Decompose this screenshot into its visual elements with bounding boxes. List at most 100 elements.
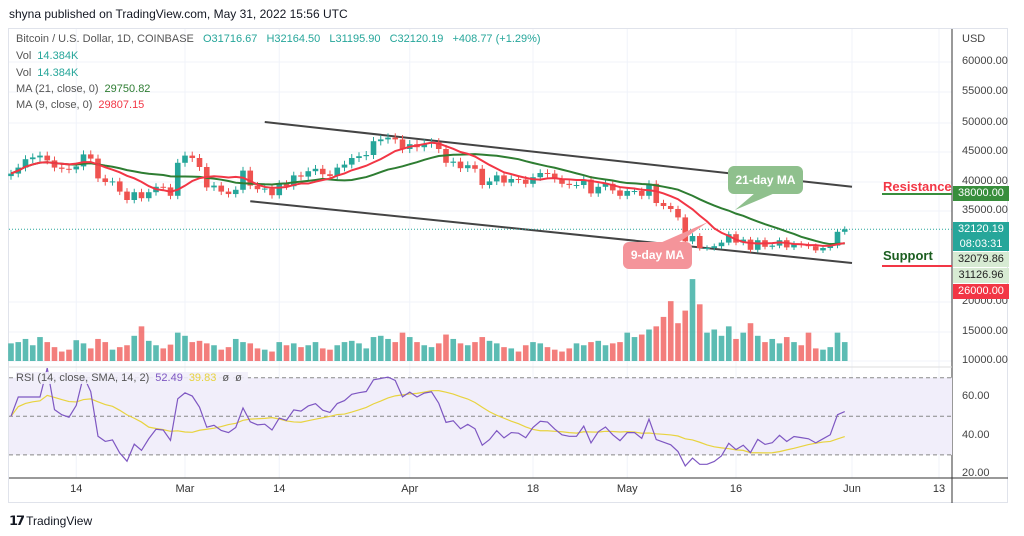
- volume-bar: [827, 347, 834, 361]
- volume-bar: [66, 349, 72, 361]
- candle-body: [145, 192, 152, 199]
- volume-bar: [754, 335, 761, 361]
- volume-bar: [667, 301, 674, 361]
- candle-body: [812, 246, 819, 251]
- volume-bar: [261, 349, 268, 361]
- volume-bar: [283, 345, 290, 361]
- volume-bar: [428, 347, 435, 361]
- ma21-price-label: 31126.96: [953, 268, 1009, 283]
- legend-ma21-row[interactable]: MA (21, close, 0) 29750.82: [16, 83, 156, 95]
- candle-body: [225, 191, 232, 195]
- candle-body: [551, 173, 558, 179]
- volume-bar: [682, 310, 689, 361]
- candle-body: [841, 229, 848, 232]
- candle-body: [334, 167, 341, 176]
- channel-lower-line: [250, 200, 853, 264]
- volume-bar: [783, 337, 790, 361]
- price-tick: 15000.00: [962, 325, 1008, 337]
- symbol-name[interactable]: Bitcoin / U.S. Dollar, 1D, COINBASE: [16, 33, 194, 45]
- candle-body: [530, 177, 536, 184]
- volume-bar: [834, 332, 841, 361]
- volume-bar: [145, 340, 152, 361]
- volume-bar: [160, 348, 167, 361]
- rsi-extra-1: ø: [222, 372, 230, 384]
- volume-bar: [812, 348, 819, 361]
- vol-value: 14.384K: [37, 50, 79, 62]
- ma9-value: 29807.15: [98, 99, 145, 111]
- legend-vol-row-2[interactable]: Vol 14.384K: [16, 67, 84, 79]
- candle-body: [653, 183, 660, 203]
- candle-body: [80, 154, 87, 167]
- ma21-callout-pointer: [735, 193, 775, 210]
- legend-ma9-row[interactable]: MA (9, close, 0) 29807.15: [16, 99, 150, 111]
- time-tick: Jun: [843, 483, 861, 495]
- candle-body: [689, 236, 696, 242]
- volume-bar: [15, 342, 22, 361]
- candle-body: [595, 186, 602, 194]
- time-tick: 14: [70, 483, 83, 495]
- volume-bar: [276, 342, 283, 361]
- candle-body: [624, 191, 631, 196]
- tradingview-logo[interactable]: 𝟭𝟳 TradingView: [9, 513, 92, 529]
- candle-body: [182, 155, 188, 163]
- candle-body: [22, 159, 29, 168]
- volume-bar: [747, 323, 754, 361]
- volume-bar: [138, 326, 145, 361]
- volume-bar: [174, 332, 181, 361]
- volume-bar: [580, 345, 587, 361]
- legend-vol-row[interactable]: Vol 14.384K: [16, 50, 84, 62]
- candle-body: [254, 185, 261, 190]
- candle-body: [116, 181, 123, 192]
- support-annotation: Support: [883, 248, 933, 263]
- volume-bar: [624, 332, 631, 361]
- time-tick: May: [616, 483, 638, 495]
- volume-bar: [573, 343, 580, 361]
- volume-bar: [153, 345, 159, 361]
- candle-body: [240, 170, 246, 190]
- resistance-price-label: 38000.00: [953, 186, 1009, 201]
- candle-body: [501, 175, 507, 183]
- volume-bar: [660, 316, 667, 361]
- volume-bar: [392, 342, 399, 361]
- legend-rsi-row[interactable]: RSI (14, close, SMA, 14, 2) 52.49 39.83 ø ø: [16, 372, 248, 384]
- volume-bar: [696, 304, 703, 361]
- volume-bar: [131, 335, 138, 361]
- candle-body: [617, 190, 623, 196]
- candle-body: [341, 164, 348, 168]
- volume-bar: [631, 337, 638, 361]
- ma9-line: [10, 141, 845, 247]
- candle-body: [631, 191, 638, 192]
- volume-bar: [319, 348, 326, 361]
- publisher-line: shyna published on TradingView.com, May …: [9, 7, 348, 21]
- volume-bar: [44, 342, 51, 361]
- rsi-label: RSI (14, close, SMA, 14, 2): [16, 372, 150, 384]
- candle-body: [261, 188, 268, 190]
- candle-body: [769, 245, 776, 247]
- ma9-label: MA (9, close, 0): [16, 99, 93, 111]
- price-tick: 45000.00: [962, 145, 1008, 157]
- candle-body: [711, 246, 718, 248]
- volume-bar: [435, 343, 442, 361]
- rsi-value: 52.49: [155, 372, 183, 384]
- volume-bar: [776, 343, 783, 361]
- candle-body: [87, 154, 94, 159]
- volume-bar: [820, 349, 826, 361]
- time-tick: 13: [932, 483, 946, 495]
- time-tick: 16: [729, 483, 743, 495]
- low-value: L31195.90: [329, 33, 381, 45]
- volume-bar: [566, 348, 573, 361]
- volume-bar: [791, 342, 797, 361]
- volume-bar: [58, 351, 65, 361]
- resistance-annotation: Resistance: [883, 179, 952, 194]
- candle-body: [124, 191, 130, 200]
- volume-bar: [675, 323, 681, 361]
- volume-bar: [515, 351, 522, 361]
- candle-body: [131, 192, 138, 200]
- candle-body: [189, 155, 196, 158]
- rsi-extra-2: ø: [235, 372, 242, 384]
- volume-bar: [559, 351, 565, 361]
- volume-bar: [472, 342, 478, 361]
- volume-bar: [733, 338, 739, 361]
- candle-body: [29, 157, 36, 160]
